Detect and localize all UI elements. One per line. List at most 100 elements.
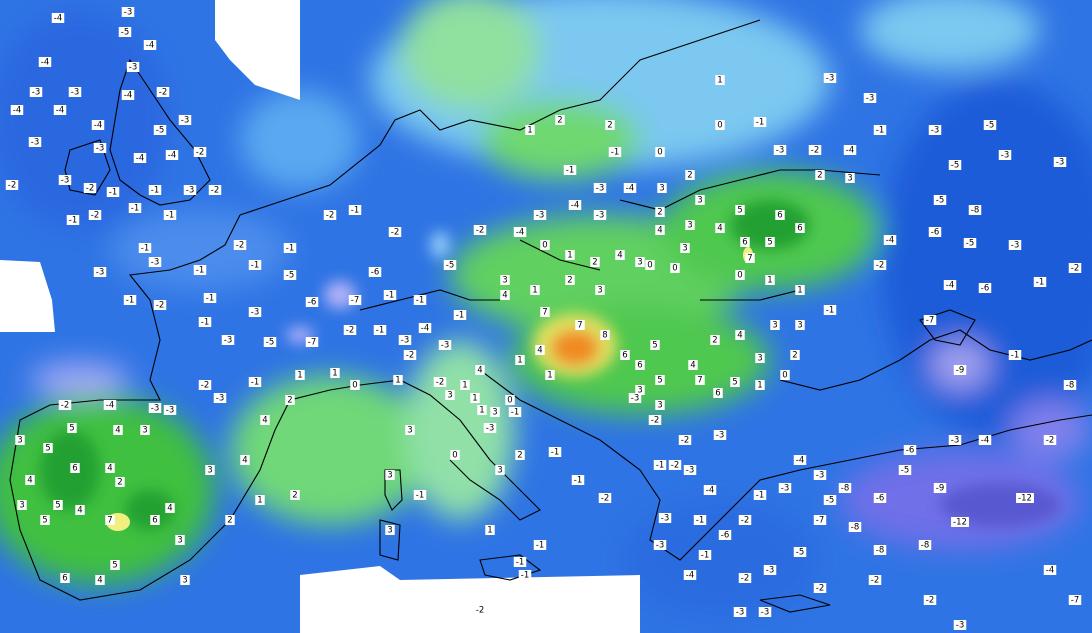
label-box	[718, 530, 732, 540]
label-box	[438, 340, 452, 350]
label-box	[38, 57, 52, 67]
value-label: -3	[758, 607, 772, 618]
label-text: 4	[167, 504, 172, 514]
label-box	[755, 380, 765, 390]
label-text: 2	[592, 258, 597, 268]
value-label: 7	[695, 375, 705, 386]
label-box	[763, 565, 777, 575]
value-label: 3	[755, 353, 765, 364]
value-label: -1	[1008, 350, 1022, 361]
value-label: -3	[733, 607, 747, 618]
label-text: -1	[1011, 351, 1019, 361]
label-text: 4	[107, 464, 112, 474]
label-box	[433, 377, 447, 387]
no-data	[0, 260, 55, 332]
label-box	[680, 243, 690, 253]
label-box	[508, 407, 522, 417]
label-text: -3	[224, 336, 232, 346]
value-label: 2	[790, 350, 800, 361]
label-text: 3	[847, 174, 852, 184]
value-label: -5	[793, 547, 807, 558]
label-text: 3	[597, 286, 602, 296]
value-label: 1	[755, 380, 765, 391]
label-text: 3	[659, 184, 664, 194]
value-label: -1	[693, 515, 707, 526]
label-box	[795, 285, 805, 295]
value-label: 3	[680, 243, 690, 254]
label-box	[205, 465, 215, 475]
label-box	[66, 215, 80, 225]
label-box	[60, 573, 70, 583]
label-text: -8	[851, 523, 859, 533]
label-box	[263, 337, 277, 347]
value-label: 8	[600, 330, 610, 341]
value-label: -1	[66, 215, 80, 226]
label-text: 4	[737, 331, 742, 341]
value-label: -8	[918, 540, 932, 551]
label-box	[795, 320, 805, 330]
value-label: -2	[388, 227, 402, 238]
value-label: 7	[105, 515, 115, 526]
value-label: 3	[845, 173, 855, 184]
value-label: 1	[295, 370, 305, 381]
value-label: -3	[148, 403, 162, 414]
label-text: -12	[1018, 494, 1032, 504]
value-label: 0	[655, 147, 665, 158]
label-text: 3	[757, 354, 762, 364]
label-text: -5	[966, 239, 974, 249]
label-text: 1	[797, 286, 802, 296]
label-box	[703, 485, 717, 495]
value-label: 3	[140, 425, 150, 436]
label-text: -1	[196, 266, 204, 276]
label-box	[838, 483, 852, 493]
label-text: -6	[981, 284, 989, 294]
value-label: -2	[153, 300, 167, 311]
value-label: 4	[715, 223, 725, 234]
label-box	[483, 423, 497, 433]
value-label: -4	[883, 235, 897, 246]
value-label: -2	[648, 415, 662, 426]
label-text: -2	[8, 181, 16, 191]
value-label: -2	[233, 240, 247, 251]
value-label: -12	[1016, 493, 1034, 504]
label-box	[655, 207, 665, 217]
label-box	[873, 260, 887, 270]
value-label: 5	[655, 375, 665, 386]
label-box	[475, 365, 485, 375]
label-text: 6	[72, 464, 77, 474]
value-label: -1	[348, 205, 362, 216]
label-text: 1	[567, 251, 572, 261]
value-label: 0	[670, 263, 680, 274]
label-box	[735, 205, 745, 215]
label-text: -2	[61, 401, 69, 411]
label-box	[670, 263, 680, 273]
label-text: -3	[1011, 241, 1019, 251]
value-label: 1	[525, 125, 535, 136]
value-label: 0	[450, 450, 460, 461]
label-box	[753, 117, 767, 127]
value-label: 3	[180, 575, 190, 586]
label-text: -2	[1071, 264, 1079, 274]
label-text: 7	[747, 254, 752, 264]
value-label: 4	[655, 225, 665, 236]
label-box	[808, 145, 822, 155]
value-label: 6	[150, 515, 160, 526]
value-label: -3	[126, 62, 140, 73]
label-text: -5	[826, 496, 834, 506]
label-box	[505, 395, 515, 405]
value-label: 3	[175, 535, 185, 546]
value-label: -2	[873, 260, 887, 271]
label-text: -1	[151, 186, 159, 196]
label-box	[923, 315, 937, 325]
value-label: 0	[540, 240, 550, 251]
value-label: -3	[438, 340, 452, 351]
label-box	[983, 120, 997, 130]
value-label: -3	[248, 307, 262, 318]
label-box	[943, 280, 957, 290]
value-label: -4	[568, 200, 582, 211]
value-label: -2	[433, 377, 447, 388]
label-text: -5	[446, 261, 454, 271]
value-label: 0	[735, 270, 745, 281]
value-label: -1	[513, 557, 527, 568]
label-box	[513, 227, 527, 237]
